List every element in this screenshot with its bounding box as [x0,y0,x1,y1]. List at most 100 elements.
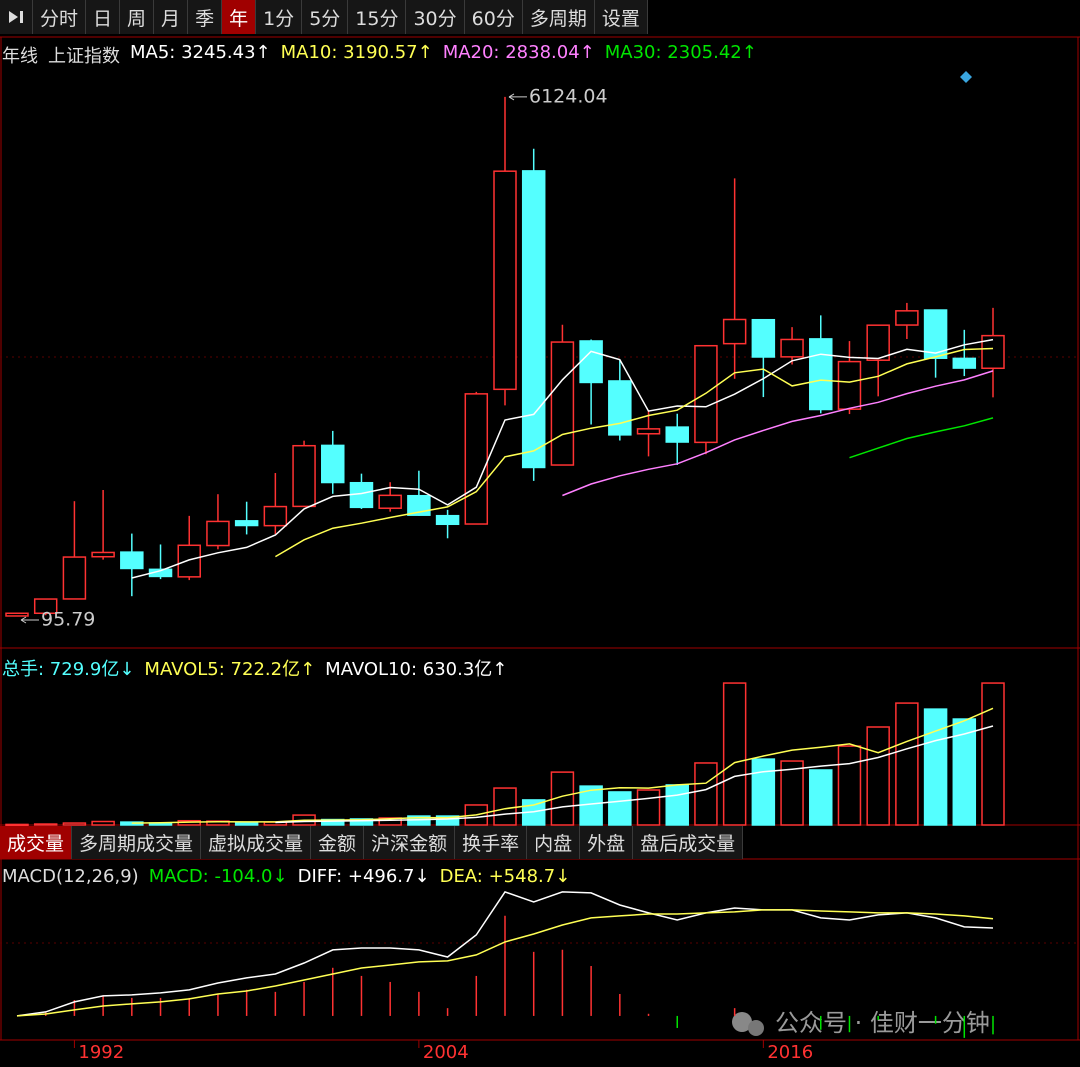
volume-bar [5,823,29,827]
tab[interactable]: 5分 [302,0,349,34]
volume-bar [952,718,977,826]
line [16,909,994,1017]
tab[interactable]: 沪深金额 [364,826,456,859]
volume-bar [751,758,776,826]
volume-bar [923,708,948,826]
volume-bar [234,821,259,826]
volume-bar [608,791,632,826]
tab[interactable]: 分时 [33,0,87,34]
legend-entry: 总手: 729.9亿↓ [2,655,134,681]
candle-body [837,360,862,410]
period-label: 年线 [2,46,38,67]
tab[interactable]: 多周期 [522,0,595,34]
candle-body [923,309,948,359]
toolbar-icon[interactable] [0,0,33,34]
volume-legend: 总手: 729.9亿↓ MAVOL5: 722.2亿↑ MAVOL10: 630.3… [2,655,507,681]
line [275,347,994,558]
volume-bar [91,820,115,826]
volume-bar [33,823,58,826]
candle-body [5,612,29,617]
volume-bar [895,702,919,826]
trend-arrow: ↓ [555,866,571,887]
legend-label: 总手: 729.9亿 [2,659,120,680]
watermark-icon [732,1012,764,1036]
volume-bar [694,762,718,826]
trend-arrow: ↑ [741,42,757,63]
tab[interactable]: 成交量 [0,826,73,859]
candle-body [636,428,661,435]
tab[interactable]: 15分 [348,0,407,34]
candle-body [550,341,575,466]
candle-body [464,393,489,525]
annotation: 95.79 [41,608,95,630]
candle-body [292,444,316,508]
trend-arrow: ↓ [272,866,288,887]
tab[interactable]: 30分 [406,0,465,34]
candle-body [952,357,977,369]
candle-body [177,544,201,578]
volume-bar [981,682,1005,826]
tab[interactable]: 多周期成交量 [72,826,202,859]
tab[interactable]: 虚拟成交量 [201,826,312,859]
candle-body [120,551,144,570]
legend-entry: DIFF: +496.7↓ [298,866,430,887]
legend-label: MAVOL5: 722.2亿 [144,659,301,680]
line [16,891,994,1017]
volume-bar [550,771,575,826]
candle-body [493,170,517,391]
watermark: 公众号 · 佳财一分钟 [775,1009,990,1037]
trend-arrow: ↑ [492,659,508,680]
legend-label: MA30: 2305.42 [604,42,742,63]
trend-arrow: ↑ [579,42,595,63]
legend-entry: MA5: 3245.43↑ [130,42,271,68]
line [562,370,994,497]
toolbar: 分时日周月季年 1分 5分 15分 30分 60分 多周期 设置 [0,0,648,34]
candle-body [435,514,460,526]
volume-bar [866,726,890,826]
candle-body [780,338,804,358]
tab[interactable]: 60分 [464,0,523,34]
volume-bar [435,815,460,826]
tab[interactable]: 日 [86,0,121,34]
volume-bar [665,784,689,826]
tab[interactable]: 金额 [311,826,365,859]
line [275,725,994,824]
tab[interactable]: 外盘 [580,826,634,859]
legend-label: MACD: -104.0 [148,866,273,887]
tab[interactable]: 季 [188,0,223,34]
candle-body [722,318,747,345]
tab[interactable]: 内盘 [527,826,581,859]
line [849,417,994,459]
volume-bar [780,760,804,826]
candle-body [579,340,603,384]
candle-body [263,505,288,527]
candle-body [91,551,115,558]
tab[interactable]: 周 [120,0,155,34]
candle-body [407,494,431,516]
x-tick-label: 2016 [767,1042,813,1063]
tab[interactable]: 年 [222,0,257,34]
x-tick-label: 2004 [423,1042,469,1063]
annotation-arrow [508,93,527,101]
legend-entry: MA10: 3190.57↑ [281,42,433,68]
trend-arrow: ↑ [300,659,316,680]
tab[interactable]: 设置 [594,0,648,34]
tab[interactable]: 月 [154,0,189,34]
trend-arrow: ↓ [119,659,135,680]
indicator-tabs: 成交量 多周期成交量 虚拟成交量 金额 沪深金额 换手率 内盘 外盘 盘后成交量 [0,826,744,859]
tab[interactable]: 盘后成交量 [633,826,744,859]
volume-bar [809,769,833,826]
macd-legend: MACD(12,26,9) MACD: -104.0↓ DIFF: +496.7↓… [2,866,570,887]
trend-arrow: ↑ [417,42,433,63]
volume-bar [62,822,87,826]
icon [9,11,23,23]
trend-arrow: ↓ [414,866,430,887]
candle-body [378,494,402,509]
tab[interactable]: 换手率 [455,826,528,859]
line [131,338,994,579]
indicator-name: MACD(12,26,9) [2,866,139,887]
candle-body [234,520,259,527]
tab[interactable]: 1分 [256,0,303,34]
